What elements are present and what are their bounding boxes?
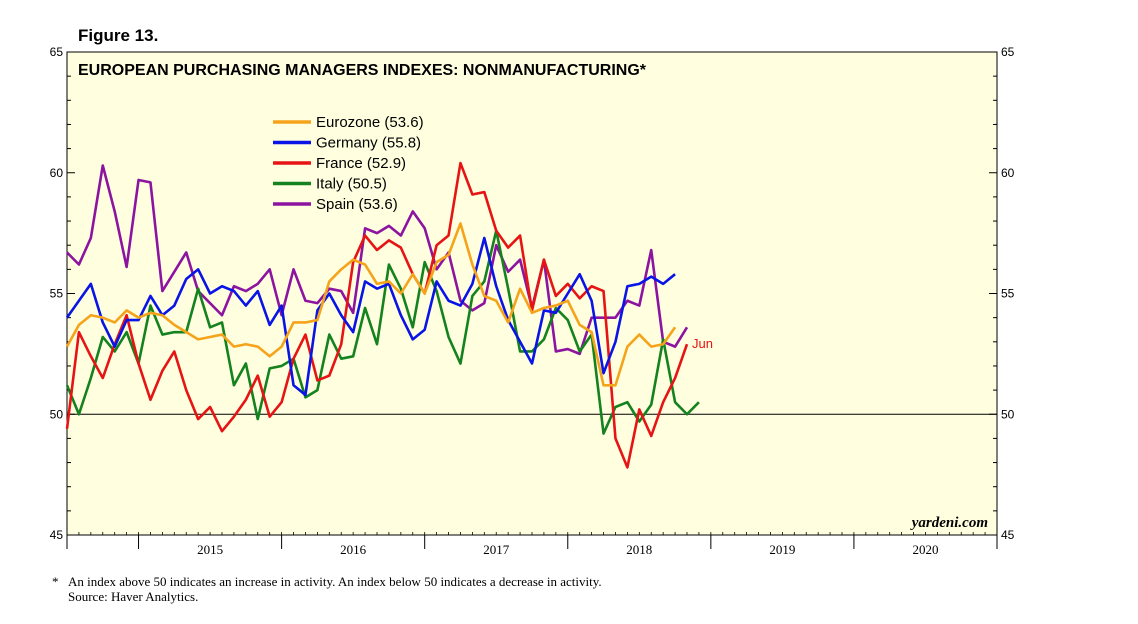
right-y-axis: 45 50 55 60 65 [989,45,1015,542]
series-line-spain [66,164,689,356]
y-tick-label-right: 65 [1001,45,1015,59]
y-tick-label-left: 45 [50,528,64,542]
y-tick-label-left: 65 [50,45,64,59]
y-tick-label-right: 45 [1001,528,1015,542]
y-tick-label-left: 60 [50,166,64,180]
x-axis: 2015 2016 2017 2018 2019 2020 [66,532,998,557]
series-lines [65,161,700,469]
y-tick-label-right: 55 [1001,287,1015,301]
legend-label-eurozone: Eurozone (53.6) [316,114,424,131]
footnote: * An index above 50 indicates an increas… [52,574,602,604]
y-tick-label-left: 50 [50,407,64,421]
end-label-jun: Jun [692,336,713,351]
footnote-source: Source: Haver Analytics. [68,589,199,604]
footnote-marker: * [52,574,59,589]
left-y-axis: 45 50 55 60 65 [50,45,75,542]
legend: Eurozone (53.6) Germany (55.8) France (52.… [273,114,424,213]
x-year-label: 2016 [340,542,367,557]
legend-label-france: France (52.9) [316,155,406,172]
footnote-text: An index above 50 indicates an increase … [68,574,602,589]
x-year-label: 2015 [197,542,223,557]
series-line-germany [65,236,676,397]
legend-label-italy: Italy (50.5) [316,176,387,193]
series-line-italy [65,229,700,435]
legend-label-germany: Germany (55.8) [316,135,421,152]
y-tick-label-right: 60 [1001,166,1015,180]
y-tick-label-left: 55 [50,287,64,301]
x-year-label: 2018 [626,542,652,557]
series-line-eurozone [65,222,677,387]
x-year-label: 2020 [912,542,938,557]
chart-title: EUROPEAN PURCHASING MANAGERS INDEXES: NO… [78,62,647,79]
watermark: yardeni.com [910,515,988,531]
series-line-france [65,161,689,469]
figure-label: Figure 13. [78,26,158,45]
plot-area [66,51,998,536]
x-year-label: 2017 [483,542,510,557]
legend-label-spain: Spain (53.6) [316,196,398,213]
y-tick-label-right: 50 [1001,407,1015,421]
x-year-label: 2019 [769,542,795,557]
